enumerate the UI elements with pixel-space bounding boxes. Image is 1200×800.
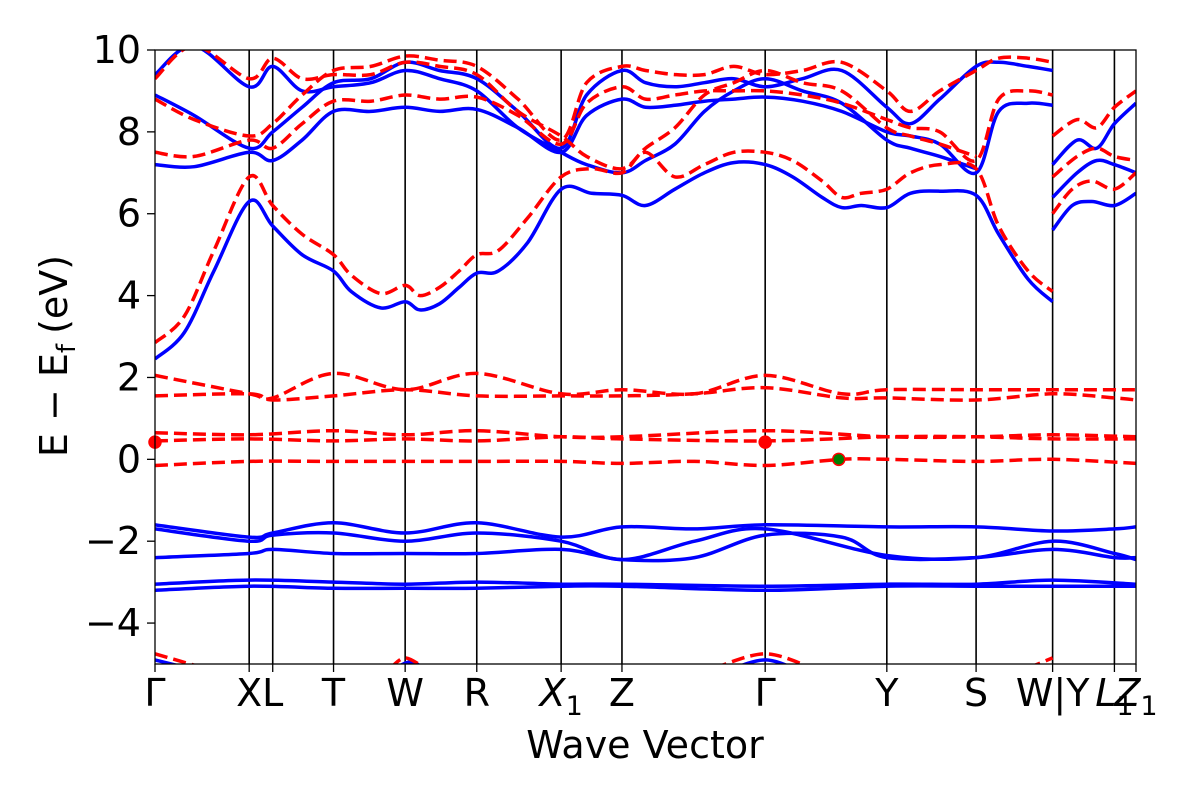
- spin-down-band-23: [155, 385, 1136, 402]
- x-tick-label-1: X: [236, 671, 262, 715]
- x-tick-label-12: L1: [1095, 671, 1133, 722]
- plot-frame: [154, 49, 1137, 665]
- spin-up-band-10: [155, 578, 1136, 588]
- spin-up-band-7: [155, 521, 1136, 540]
- x-tick-label-9: Y: [874, 671, 899, 715]
- spin-down-band-21: [1051, 89, 1136, 138]
- spin-down-band-26: [155, 457, 1136, 468]
- spin-down-band-22: [155, 371, 1136, 401]
- spin-down-band-30: [1033, 656, 1054, 664]
- spin-down-band-20: [1051, 146, 1136, 179]
- y-tick-label-3: 4: [117, 274, 141, 318]
- x-axis-label: Wave Vector: [526, 723, 764, 767]
- spin-up-band-3: [155, 50, 977, 175]
- x-tick-label-6: X1: [538, 671, 583, 722]
- x-tick-label-7: Z: [609, 671, 635, 715]
- x-tick-label-8: Γ: [755, 671, 776, 715]
- x-tick-label-0: Γ: [144, 671, 165, 715]
- spin-down-band-18: [155, 50, 977, 171]
- y-tick-label-5: 0: [117, 437, 141, 481]
- x-tick-label-10: S: [964, 671, 988, 715]
- y-tick-label-7: −4: [85, 601, 141, 645]
- x-tick-label-2: L: [262, 671, 283, 715]
- y-axis-ticks: 10 8 6 4 2 0 −2 −4: [85, 28, 155, 645]
- spin-up-band-6: [1051, 101, 1136, 166]
- spin-down-band-24: [155, 428, 1136, 440]
- y-tick-label-2: 6: [117, 192, 141, 236]
- x-tick-label-5: R: [464, 671, 490, 715]
- spin-up-band-12: [155, 658, 179, 664]
- y-axis-label: E − Ef(eV): [32, 255, 82, 457]
- spin-up-band-4: [1051, 191, 1136, 232]
- band-lines: [155, 50, 1136, 664]
- kpoint-lines: [248, 50, 1116, 664]
- x-tick-label-11: W|Y: [1016, 671, 1090, 716]
- y-tick-label-0: 10: [93, 28, 141, 72]
- spin-up-band-13: [740, 658, 788, 664]
- spin-down-band-15: [155, 149, 1054, 345]
- spin-up-band-11: [155, 584, 1136, 593]
- y-tick-label-1: 8: [117, 110, 141, 154]
- spin-up-band-14: [399, 660, 421, 664]
- spin-up-band-5: [1051, 158, 1136, 199]
- band-marker-2: [832, 452, 846, 467]
- x-tick-label-3: T: [321, 671, 346, 715]
- spin-down-band-25: [155, 434, 1136, 443]
- spin-up-band-0: [155, 160, 1054, 361]
- spin-down-band-16: [155, 85, 1053, 163]
- x-tick-label-4: W: [386, 671, 424, 715]
- band-marker-1: [758, 435, 772, 449]
- spin-down-band-17: [155, 54, 1053, 142]
- y-tick-label-6: −2: [85, 519, 141, 563]
- spin-down-band-27: [155, 652, 197, 664]
- spin-down-band-19: [1051, 171, 1136, 215]
- spin-up-band-9: [155, 531, 1136, 563]
- y-tick-label-4: 2: [117, 355, 141, 399]
- x-tick-label-13: Z1: [1113, 671, 1157, 722]
- spin-up-band-2: [155, 60, 1053, 151]
